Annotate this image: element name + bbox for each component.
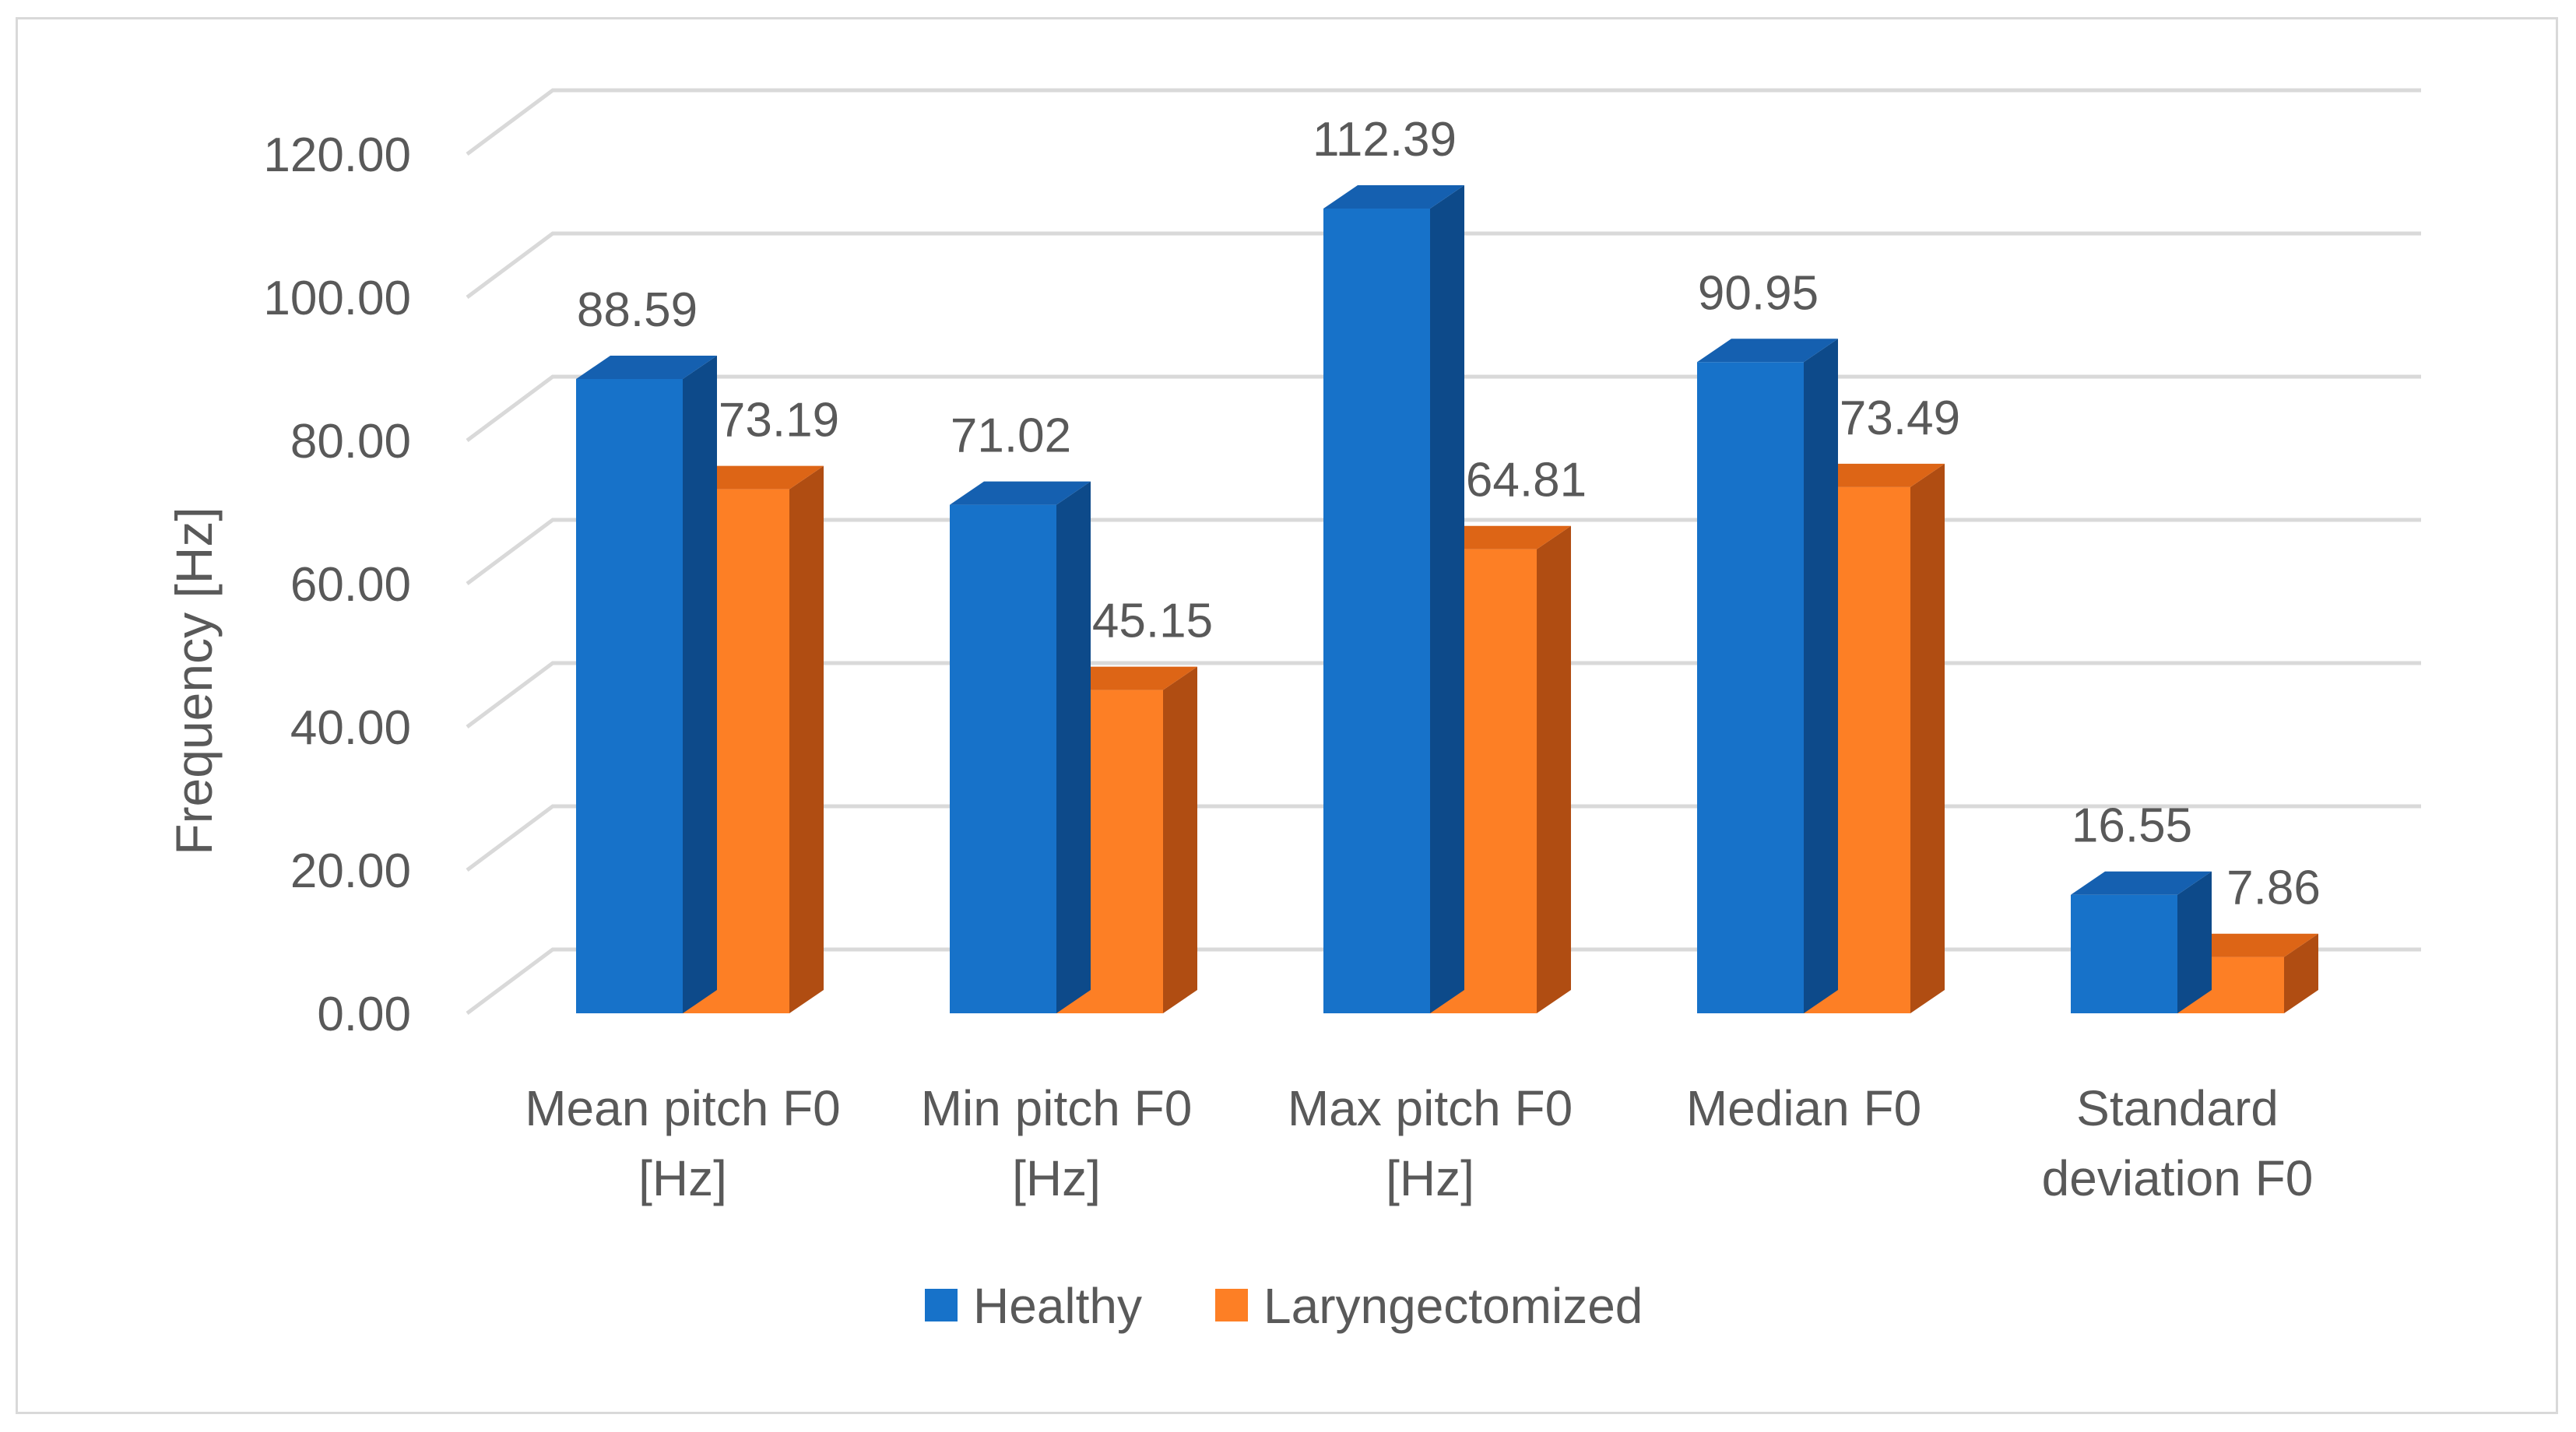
bar-healthy [1697, 339, 1838, 1013]
chart-frame [16, 17, 2558, 1414]
y-tick-label: 20.00 [290, 844, 411, 898]
legend-item-healthy[interactable]: Healthy [925, 1278, 1142, 1334]
bar-healthy [2071, 871, 2212, 1013]
bar-side [1163, 666, 1197, 1013]
x-tick-label-line: Min pitch F0 [921, 1080, 1193, 1136]
y-tick-label: 100.00 [263, 272, 411, 325]
bar-healthy [576, 355, 717, 1013]
bar-side [789, 465, 824, 1013]
x-tick-label-line: deviation F0 [2042, 1150, 2314, 1206]
x-tick-label-line: Mean pitch F0 [525, 1080, 841, 1136]
bar-side [1804, 339, 1838, 1013]
bar-side [683, 355, 717, 1013]
bar-side [1910, 463, 1945, 1013]
bar-front [2071, 894, 2177, 1013]
bars [576, 185, 2318, 1014]
y-tick-label: 0.00 [317, 988, 411, 1041]
legend-label: Healthy [973, 1278, 1142, 1334]
bar-healthy [950, 481, 1091, 1013]
legend-item-laryngectomized[interactable]: Laryngectomized [1215, 1278, 1643, 1334]
data-labels: 73.19 88.59 45.15 71.02 64.81 112.39 73.49 90.9… [577, 113, 2321, 915]
bar-top [576, 355, 717, 379]
gridline [466, 88, 2421, 156]
x-tick-label: Mean pitch F0 [Hz] [525, 1080, 841, 1206]
x-tick-label: Standard deviation F0 [2042, 1080, 2314, 1206]
data-label: 45.15 [1092, 595, 1213, 648]
bar-top [1697, 339, 1838, 363]
gridline [466, 231, 2421, 300]
bar-side [2177, 871, 2212, 1013]
y-tick-label: 80.00 [290, 415, 411, 469]
y-tick-label: 60.00 [290, 558, 411, 612]
bar-side [2284, 933, 2318, 1013]
bar-top [1804, 463, 1945, 487]
x-tick-label: Min pitch F0 [Hz] [921, 1080, 1193, 1206]
bar-side [1430, 185, 1464, 1014]
bar-side [1056, 481, 1091, 1013]
bar-laryngectomized [1804, 463, 1945, 1013]
x-tick-label-line: Standard [2076, 1080, 2279, 1136]
x-tick-label-line: [Hz] [1012, 1150, 1101, 1206]
x-tick-label-line: [Hz] [1386, 1150, 1474, 1206]
legend-swatch [925, 1289, 958, 1321]
legend-swatch [1215, 1289, 1248, 1321]
bar-front [576, 378, 683, 1013]
bar-top [950, 481, 1091, 505]
data-label: 64.81 [1466, 454, 1587, 507]
bar-top [1430, 525, 1571, 549]
bar-top [683, 465, 824, 490]
bar-laryngectomized [2177, 933, 2318, 1013]
data-label: 112.39 [1313, 113, 1457, 167]
data-label: 88.59 [577, 283, 698, 337]
legend-label: Laryngectomized [1263, 1278, 1643, 1334]
bar-top [2177, 933, 2318, 957]
x-axis: Mean pitch F0 [Hz]Min pitch F0 [Hz]Max pit… [525, 1080, 2313, 1206]
y-tick-label: 40.00 [290, 701, 411, 755]
x-tick-label-line: Max pitch F0 [1288, 1080, 1573, 1136]
bar-front [950, 504, 1056, 1013]
bar-top [2071, 871, 2212, 895]
bar-side [1537, 525, 1571, 1013]
data-label: 16.55 [2072, 799, 2192, 853]
data-label: 71.02 [951, 409, 1071, 463]
data-label: 73.19 [719, 394, 839, 447]
data-label: 90.95 [1698, 266, 1819, 320]
bar-top [1323, 185, 1464, 209]
legend[interactable]: Healthy Laryngectomized [925, 1278, 1643, 1334]
bar-front [1323, 209, 1430, 1014]
x-tick-label: Max pitch F0 [Hz] [1288, 1080, 1573, 1206]
bar-top [1056, 666, 1197, 690]
x-tick-label-line: [Hz] [638, 1150, 727, 1206]
y-axis: 0.00 20.00 40.00 60.00 80.00 100.00 120.00 [263, 128, 411, 1041]
y-axis-label: Frequency [Hz] [165, 507, 223, 855]
bar-front [1697, 362, 1804, 1013]
data-label: 7.86 [2226, 862, 2321, 915]
x-tick-label-line: Median F0 [1686, 1080, 1921, 1136]
data-label: 73.49 [1840, 391, 1960, 445]
x-tick-label: Median F0 [1686, 1080, 1921, 1136]
y-tick-label: 120.00 [263, 128, 411, 182]
bar-healthy [1323, 185, 1464, 1014]
